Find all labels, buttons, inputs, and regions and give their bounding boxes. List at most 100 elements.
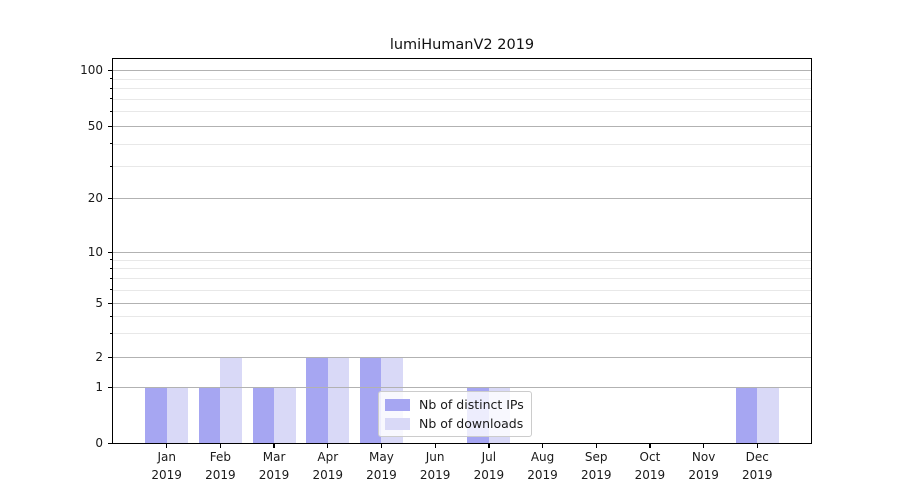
gridline-major <box>113 70 811 71</box>
y-minor-tick-mark <box>110 165 112 167</box>
x-tick-month-text: Jun <box>425 450 445 464</box>
bar-distinct-ips-mar <box>252 387 275 443</box>
y-axis-tick-label: 0 <box>95 436 103 450</box>
x-axis-tick-label-jun: Jun 2019 <box>407 449 463 484</box>
y-axis-tick-label: 100 <box>80 63 103 77</box>
x-tick-mark <box>166 444 168 448</box>
x-tick-month-text: Jan <box>157 450 176 464</box>
bar-downloads-jan <box>166 387 189 443</box>
x-tick-mark <box>327 444 329 448</box>
x-tick-year-text: 2019 <box>312 467 344 482</box>
x-axis-tick-label-oct: Oct 2019 <box>622 449 678 484</box>
bar-distinct-ips-dec <box>735 387 758 443</box>
gridline-major <box>113 303 811 304</box>
y-minor-tick-mark <box>110 259 112 261</box>
bar-downloads-apr <box>327 357 350 443</box>
gridline-major <box>113 357 811 358</box>
y-tick-mark <box>108 386 112 388</box>
x-tick-year-text: 2019 <box>742 467 773 482</box>
y-minor-tick-mark <box>110 87 112 89</box>
x-tick-mark <box>541 444 544 448</box>
y-axis-tick-label: 10 <box>87 245 103 259</box>
x-tick-month-text: May <box>369 450 394 464</box>
x-axis-tick-label-may: May 2019 <box>353 449 409 484</box>
legend-label-downloads: Nb of downloads <box>419 416 524 431</box>
y-minor-tick-mark <box>110 289 112 291</box>
y-minor-tick-mark <box>110 332 112 334</box>
gridline-minor <box>113 268 811 270</box>
gridline-major <box>113 198 811 199</box>
x-tick-month-text: Aug <box>530 450 555 464</box>
gridline-minor <box>113 316 811 318</box>
legend-swatch-distinct-ips-icon <box>385 398 410 411</box>
gridline-major <box>113 387 811 388</box>
x-tick-year-text: 2019 <box>688 467 719 482</box>
plot-area <box>113 59 811 443</box>
x-axis-tick-label-jul: Jul 2019 <box>461 449 517 484</box>
x-tick-year-text: 2019 <box>580 467 612 482</box>
x-axis-tick-label-apr: Apr 2019 <box>300 449 356 484</box>
x-tick-year-text: 2019 <box>634 467 666 482</box>
gridline-major <box>113 126 811 127</box>
y-tick-mark <box>108 125 112 127</box>
y-minor-tick-mark <box>110 277 112 279</box>
x-tick-month-text: Oct <box>639 450 661 464</box>
bar-downloads-dec <box>757 387 779 443</box>
gridline-minor <box>113 78 811 80</box>
gridline-major <box>113 252 811 253</box>
y-tick-mark <box>108 197 112 199</box>
gridline-minor <box>113 111 811 113</box>
y-tick-mark <box>108 69 112 71</box>
x-tick-mark <box>488 444 490 448</box>
x-axis-tick-label-sep: Sep 2019 <box>568 449 624 484</box>
y-tick-mark <box>108 442 112 444</box>
x-axis-tick-label-mar: Mar 2019 <box>246 449 302 484</box>
x-tick-year-text: 2019 <box>151 467 182 482</box>
y-minor-tick-mark <box>110 78 112 79</box>
bar-downloads-mar <box>274 387 296 443</box>
x-tick-year-text: 2019 <box>419 467 451 482</box>
y-axis-tick-label: 1 <box>95 380 103 394</box>
x-tick-month-text: Mar <box>262 450 286 464</box>
y-minor-tick-mark <box>110 143 112 145</box>
x-tick-month-text: Apr <box>317 450 339 464</box>
x-tick-month-text: Dec <box>745 450 769 464</box>
gridline-minor <box>113 88 811 90</box>
legend-swatch-downloads-icon <box>385 417 410 430</box>
x-tick-month-text: Jul <box>481 450 497 464</box>
legend-item-downloads: Nb of downloads <box>385 416 524 431</box>
x-tick-month-text: Feb <box>209 450 231 464</box>
bar-downloads-feb <box>220 357 242 443</box>
x-tick-mark <box>756 444 758 448</box>
x-tick-year-text: 2019 <box>366 467 397 482</box>
bar-distinct-ips-feb <box>198 387 221 443</box>
chart-title: lumiHumanV2 2019 <box>389 37 535 53</box>
gridline-minor <box>113 166 811 168</box>
x-tick-month-text: Sep <box>584 450 608 464</box>
x-tick-mark <box>649 444 651 448</box>
gridline-minor <box>113 98 811 100</box>
gridline-minor <box>113 333 811 335</box>
legend-item-distinct-ips: Nb of distinct IPs <box>385 397 524 412</box>
gridline-minor <box>113 143 811 145</box>
x-tick-year-text: 2019 <box>205 467 236 482</box>
legend-label-distinct-ips: Nb of distinct IPs <box>419 397 524 412</box>
x-tick-year-text: 2019 <box>473 467 505 482</box>
x-tick-month-text: Nov <box>691 450 716 464</box>
x-tick-mark <box>380 444 383 448</box>
x-axis-tick-label-aug: Aug 2019 <box>515 449 571 484</box>
x-tick-mark <box>703 444 705 448</box>
y-minor-tick-mark <box>110 98 112 100</box>
x-axis-tick-label-nov: Nov 2019 <box>676 449 732 484</box>
y-tick-mark <box>108 302 112 304</box>
x-tick-mark <box>273 444 275 448</box>
x-axis-tick-label-jan: Jan 2019 <box>139 449 195 484</box>
y-minor-tick-mark <box>110 110 112 112</box>
y-axis-tick-label: 20 <box>87 191 103 205</box>
y-axis-tick-label: 50 <box>87 119 103 133</box>
gridline-minor <box>113 278 811 280</box>
legend: Nb of distinct IPs Nb of downloads <box>378 391 532 437</box>
gridline-minor <box>113 259 811 261</box>
x-tick-mark <box>595 444 597 448</box>
